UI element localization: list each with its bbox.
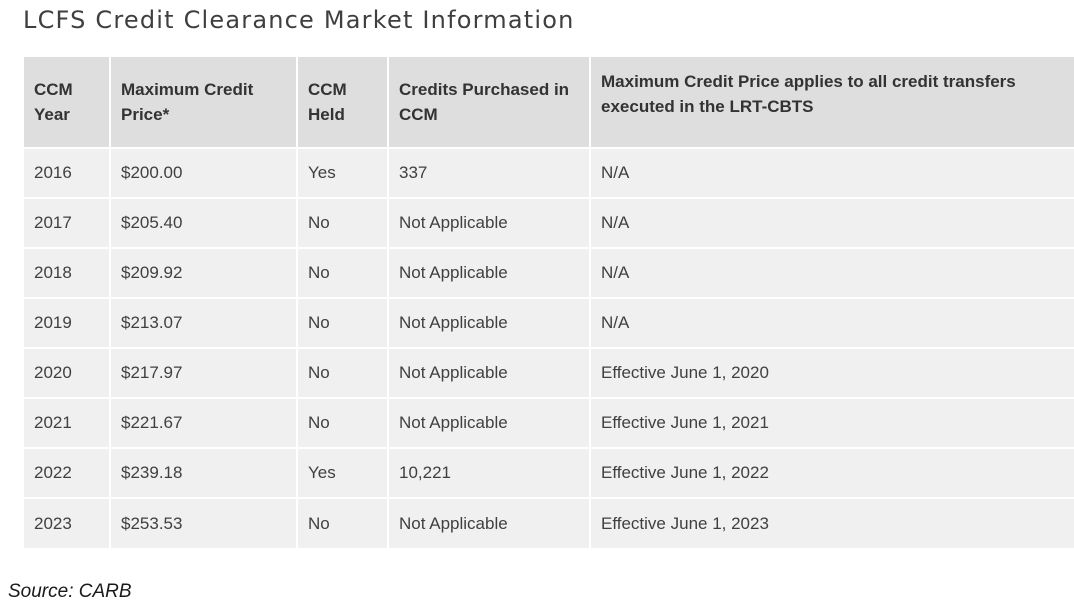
header-ccm-year: CCM Year [24, 57, 111, 148]
header-maximum-credit-price: Maximum Credit Price* [110, 57, 298, 148]
page-title: LCFS Credit Clearance Market Information [23, 6, 575, 34]
cell-year: 2022 [24, 447, 111, 498]
cell-max-price: $217.97 [110, 347, 298, 398]
cell-year: 2018 [24, 247, 111, 298]
cell-max-price: $221.67 [110, 397, 298, 448]
cell-credits-purchased: Not Applicable [388, 247, 591, 298]
cell-max-price: $205.40 [110, 197, 298, 248]
cell-credits-purchased: Not Applicable [388, 397, 591, 448]
cell-ccm-held: No [297, 347, 389, 398]
cell-year: 2020 [24, 347, 111, 398]
cell-max-price: $209.92 [110, 247, 298, 298]
cell-credits-purchased: Not Applicable [388, 297, 591, 348]
cell-price-applies: Effective June 1, 2021 [590, 397, 1074, 448]
cell-year: 2017 [24, 197, 111, 248]
cell-ccm-held: No [297, 297, 389, 348]
cell-price-applies: N/A [590, 197, 1074, 248]
cell-ccm-held: No [297, 197, 389, 248]
header-credits-purchased: Credits Purchased in CCM [388, 57, 591, 148]
cell-ccm-held: No [297, 497, 389, 548]
cell-ccm-held: Yes [297, 147, 389, 198]
cell-ccm-held: Yes [297, 447, 389, 498]
cell-ccm-held: No [297, 397, 389, 448]
cell-max-price: $253.53 [110, 497, 298, 548]
header-ccm-held: CCM Held [297, 57, 389, 148]
cell-max-price: $200.00 [110, 147, 298, 198]
cell-max-price: $213.07 [110, 297, 298, 348]
header-price-applies: Maximum Credit Price applies to all cred… [590, 57, 1074, 148]
cell-price-applies: N/A [590, 297, 1074, 348]
table-row: 2022 $239.18 Yes 10,221 Effective June 1… [24, 447, 1074, 498]
ccm-table: CCM Year Maximum Credit Price* CCM Held … [24, 57, 1074, 548]
cell-credits-purchased: Not Applicable [388, 197, 591, 248]
cell-price-applies: Effective June 1, 2023 [590, 497, 1074, 548]
table-row: 2018 $209.92 No Not Applicable N/A [24, 247, 1074, 298]
cell-credits-purchased: 337 [388, 147, 591, 198]
cell-year: 2021 [24, 397, 111, 448]
cell-credits-purchased: Not Applicable [388, 497, 591, 548]
table-row: 2017 $205.40 No Not Applicable N/A [24, 197, 1074, 248]
cell-credits-purchased: 10,221 [388, 447, 591, 498]
cell-max-price: $239.18 [110, 447, 298, 498]
table-row: 2016 $200.00 Yes 337 N/A [24, 147, 1074, 198]
cell-price-applies: N/A [590, 247, 1074, 298]
cell-year: 2019 [24, 297, 111, 348]
cell-price-applies: Effective June 1, 2022 [590, 447, 1074, 498]
table-row: 2020 $217.97 No Not Applicable Effective… [24, 347, 1074, 398]
table-header-row: CCM Year Maximum Credit Price* CCM Held … [24, 57, 1074, 148]
source-note: Source: CARB [8, 581, 132, 602]
cell-credits-purchased: Not Applicable [388, 347, 591, 398]
cell-year: 2023 [24, 497, 111, 548]
cell-ccm-held: No [297, 247, 389, 298]
cell-price-applies: N/A [590, 147, 1074, 198]
cell-year: 2016 [24, 147, 111, 198]
table-row: 2019 $213.07 No Not Applicable N/A [24, 297, 1074, 348]
cell-price-applies: Effective June 1, 2020 [590, 347, 1074, 398]
table-row: 2021 $221.67 No Not Applicable Effective… [24, 397, 1074, 448]
table-row: 2023 $253.53 No Not Applicable Effective… [24, 497, 1074, 548]
